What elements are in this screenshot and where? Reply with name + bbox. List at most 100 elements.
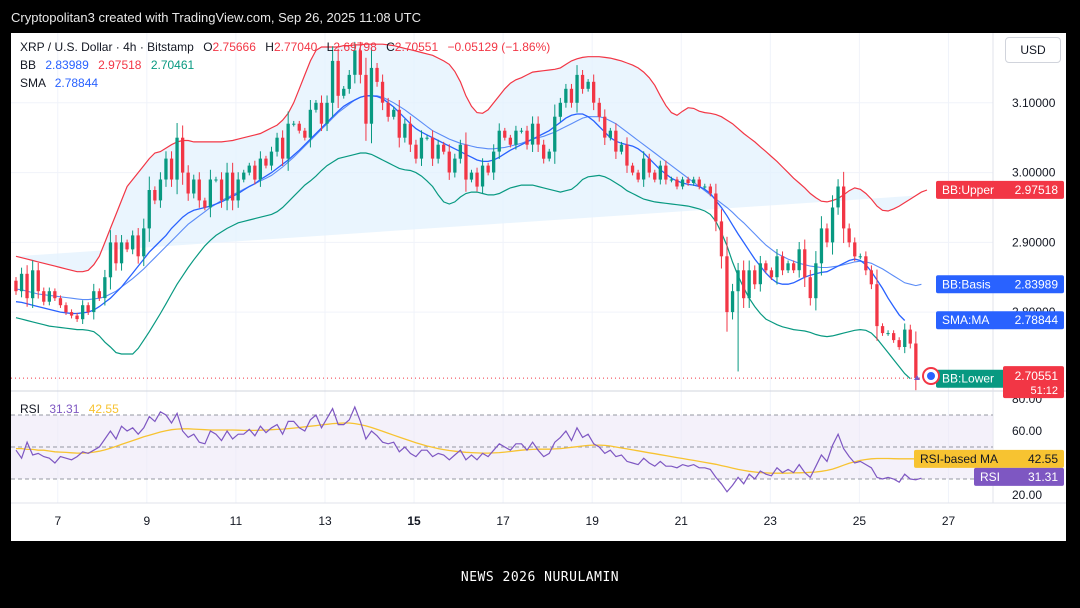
candle-body bbox=[914, 343, 918, 378]
candle-body bbox=[819, 228, 824, 264]
candle-body bbox=[836, 186, 840, 208]
candle-body bbox=[530, 123, 535, 145]
time-tick-label: 25 bbox=[853, 514, 867, 528]
time-tick-label: 27 bbox=[942, 514, 956, 528]
price-tick-label: 3.10000 bbox=[1012, 96, 1056, 110]
candle-body bbox=[403, 123, 407, 138]
candle-body bbox=[636, 172, 640, 180]
price-label-sma-ma: SMA:MA 2.78844 bbox=[936, 311, 1064, 330]
candle-body bbox=[858, 256, 862, 258]
rsi-label-value: 42.55 bbox=[1028, 452, 1058, 466]
svg-text:XRP / U.S. Dollar · 4h · Bitst: XRP / U.S. Dollar · 4h · Bitstamp O2.756… bbox=[20, 40, 550, 54]
candle-body bbox=[25, 273, 29, 299]
svg-text:RSI 31.31 42.5: RSI 31.31 42.55 bbox=[20, 402, 119, 416]
candle-body bbox=[736, 270, 740, 292]
bb-upper-line bbox=[15, 43, 928, 273]
legend-low-value: 2.69798 bbox=[333, 40, 377, 54]
alert-icon[interactable] bbox=[914, 367, 940, 385]
last-price-value: 2.70551 bbox=[1015, 369, 1059, 383]
candle-body bbox=[219, 179, 224, 201]
legend-high-label: H bbox=[265, 40, 274, 54]
candle-body bbox=[364, 74, 368, 124]
candle-body bbox=[81, 305, 85, 320]
candle-body bbox=[314, 102, 318, 110]
candle-body bbox=[114, 242, 118, 264]
candle-body bbox=[86, 305, 90, 313]
candle-body bbox=[642, 158, 646, 180]
candle-body bbox=[347, 74, 351, 89]
candle-body bbox=[525, 130, 529, 145]
candle-body bbox=[225, 172, 229, 201]
candle-body bbox=[786, 263, 790, 271]
rsi-label-rsi: RSI 31.31 bbox=[974, 467, 1064, 486]
candle-body bbox=[686, 179, 690, 183]
candle-body bbox=[569, 88, 574, 103]
candle-body bbox=[725, 256, 729, 313]
candle-body bbox=[497, 130, 501, 152]
candle-body bbox=[586, 81, 590, 89]
legend-sma-value: 2.78844 bbox=[55, 76, 99, 90]
candle-body bbox=[897, 340, 901, 348]
candle-body bbox=[630, 165, 635, 173]
candle-body bbox=[264, 158, 268, 166]
candle-body bbox=[92, 291, 96, 313]
rsi-tick-label: 20.00 bbox=[1012, 488, 1042, 502]
currency-button[interactable]: USD bbox=[1005, 37, 1061, 63]
candle-body bbox=[486, 165, 490, 173]
candle-body bbox=[880, 326, 885, 334]
candle-body bbox=[380, 81, 385, 103]
rsi-label-ma: RSI-based MA 42.55 bbox=[914, 449, 1064, 468]
time-tick-label: 15 bbox=[407, 514, 421, 528]
price-label-name: BB:Upper bbox=[942, 183, 994, 197]
candle-body bbox=[603, 116, 607, 138]
candle-body bbox=[442, 144, 446, 152]
candle-body bbox=[514, 130, 518, 145]
candle-body bbox=[19, 273, 24, 292]
candle-body bbox=[719, 221, 724, 257]
price-label-name: BB:Basis bbox=[942, 277, 991, 291]
candle-body bbox=[303, 130, 307, 138]
candle-body bbox=[131, 235, 135, 250]
candle-body bbox=[808, 277, 812, 299]
candle-body bbox=[592, 81, 596, 103]
candle-body bbox=[69, 312, 74, 316]
candle-body bbox=[780, 256, 785, 271]
indicator-lines-layer bbox=[15, 43, 928, 380]
bb-lower-line bbox=[15, 152, 911, 380]
candle-body bbox=[269, 151, 274, 166]
candle-body bbox=[253, 165, 257, 180]
candle-body bbox=[330, 60, 335, 103]
candle-body bbox=[453, 158, 457, 173]
candle-body bbox=[408, 123, 412, 145]
legend-symbol: XRP / U.S. Dollar · 4h · Bitstamp bbox=[20, 40, 194, 54]
candle-body bbox=[753, 270, 757, 285]
candle-body bbox=[64, 305, 68, 313]
candle-body bbox=[903, 329, 907, 347]
time-tick-label: 7 bbox=[54, 514, 61, 528]
candle-body bbox=[553, 116, 557, 152]
candle-body bbox=[430, 137, 435, 159]
rsi-pane bbox=[11, 405, 993, 493]
candle-body bbox=[558, 102, 562, 117]
rsi-ma-line bbox=[16, 422, 933, 474]
candle-body bbox=[308, 109, 312, 138]
candle-body bbox=[842, 186, 846, 229]
candle-body bbox=[125, 242, 129, 250]
price-label-name: BB:Lower bbox=[942, 372, 994, 386]
candle-body bbox=[503, 130, 507, 138]
candle-body bbox=[464, 144, 468, 180]
time-axis[interactable]: 7 9 11 13 15 17 19 21 23 25 27 bbox=[54, 514, 955, 528]
candle-body bbox=[619, 144, 624, 152]
candle-body bbox=[758, 263, 762, 285]
candle-body bbox=[208, 179, 212, 208]
candle-body bbox=[458, 144, 462, 159]
rsi-line bbox=[15, 405, 922, 493]
candle-body bbox=[214, 179, 218, 181]
candle-body bbox=[258, 158, 262, 180]
candle-body bbox=[580, 74, 585, 89]
candle-body bbox=[875, 284, 879, 327]
candle-body bbox=[797, 249, 801, 271]
